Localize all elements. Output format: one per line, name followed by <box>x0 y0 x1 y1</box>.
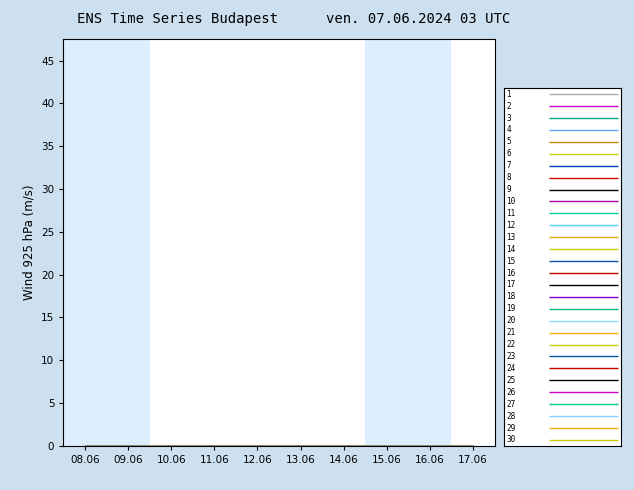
Text: 12: 12 <box>507 221 515 230</box>
Text: 5: 5 <box>507 137 511 147</box>
Text: 9: 9 <box>507 185 511 194</box>
Text: 2: 2 <box>507 101 511 111</box>
Text: 20: 20 <box>507 316 515 325</box>
Text: 28: 28 <box>507 412 515 420</box>
Text: 18: 18 <box>507 293 515 301</box>
Text: 29: 29 <box>507 423 515 433</box>
Text: 25: 25 <box>507 376 515 385</box>
Text: ven. 07.06.2024 03 UTC: ven. 07.06.2024 03 UTC <box>327 12 510 26</box>
Bar <box>63 39 150 446</box>
Bar <box>365 39 451 446</box>
Text: 16: 16 <box>507 269 515 277</box>
Text: ENS Time Series Budapest: ENS Time Series Budapest <box>77 12 278 26</box>
Text: 17: 17 <box>507 280 515 290</box>
Text: 7: 7 <box>507 161 511 170</box>
Text: 26: 26 <box>507 388 515 397</box>
Text: 14: 14 <box>507 245 515 254</box>
Text: 24: 24 <box>507 364 515 373</box>
Text: 19: 19 <box>507 304 515 313</box>
Text: 21: 21 <box>507 328 515 337</box>
Text: 6: 6 <box>507 149 511 158</box>
Text: 1: 1 <box>507 90 511 98</box>
Bar <box>495 39 516 446</box>
Text: 15: 15 <box>507 257 515 266</box>
Text: 23: 23 <box>507 352 515 361</box>
Text: 10: 10 <box>507 197 515 206</box>
Y-axis label: Wind 925 hPa (m/s): Wind 925 hPa (m/s) <box>23 185 36 300</box>
Text: 4: 4 <box>507 125 511 134</box>
Text: 27: 27 <box>507 400 515 409</box>
Text: 30: 30 <box>507 436 515 444</box>
Text: 22: 22 <box>507 340 515 349</box>
Text: 3: 3 <box>507 114 511 122</box>
Text: 8: 8 <box>507 173 511 182</box>
Text: 13: 13 <box>507 233 515 242</box>
Text: 11: 11 <box>507 209 515 218</box>
